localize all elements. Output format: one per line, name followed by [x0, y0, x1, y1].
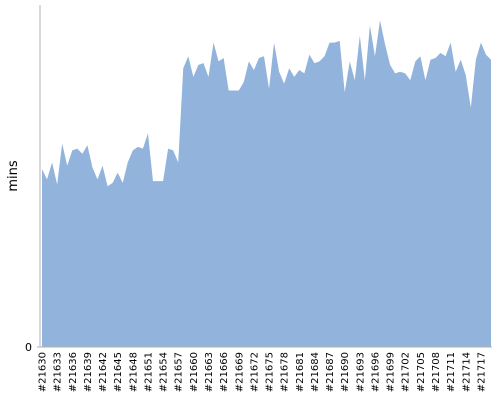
x-tick-label: #21663 [204, 352, 215, 392]
area [42, 20, 491, 347]
y-tick-label: 0 [25, 341, 32, 354]
x-tick-label: #21705 [416, 352, 427, 392]
x-tick-label: #21654 [159, 352, 170, 392]
x-tick-label: #21642 [98, 352, 109, 392]
x-tick-label: #21636 [68, 352, 79, 392]
x-tick-label: #21681 [295, 352, 306, 392]
x-tick-label: #21660 [189, 352, 200, 392]
x-tick-label: #21687 [325, 352, 336, 392]
x-tick-label: #21648 [128, 352, 139, 392]
x-tick-label: #21684 [310, 352, 321, 392]
x-tick-label: #21693 [355, 352, 366, 392]
x-tick-label: #21672 [249, 352, 260, 392]
x-tick-label: #21678 [280, 352, 291, 392]
x-tick-label: #21657 [174, 352, 185, 392]
x-tick-label: #21699 [386, 352, 397, 392]
x-tick-label: #21714 [461, 352, 472, 392]
x-tick-label: #21717 [476, 352, 487, 392]
x-tick-label: #21633 [53, 352, 64, 392]
x-tick-label: #21669 [234, 352, 245, 392]
x-tick-label: #21645 [113, 352, 124, 392]
x-tick-label: #21666 [219, 352, 230, 392]
x-tick-label: #21651 [143, 352, 154, 392]
x-tick-label: #21675 [265, 352, 276, 392]
y-axis-label: mins [6, 160, 21, 192]
x-tick-label: #21696 [370, 352, 381, 392]
x-tick-label: #21708 [431, 352, 442, 392]
x-tick-label: #21711 [446, 352, 457, 392]
x-tick-label: #21702 [401, 352, 412, 392]
x-tick-label: #21639 [83, 352, 94, 392]
x-tick-label: #21630 [38, 352, 49, 392]
x-tick-label: #21690 [340, 352, 351, 392]
